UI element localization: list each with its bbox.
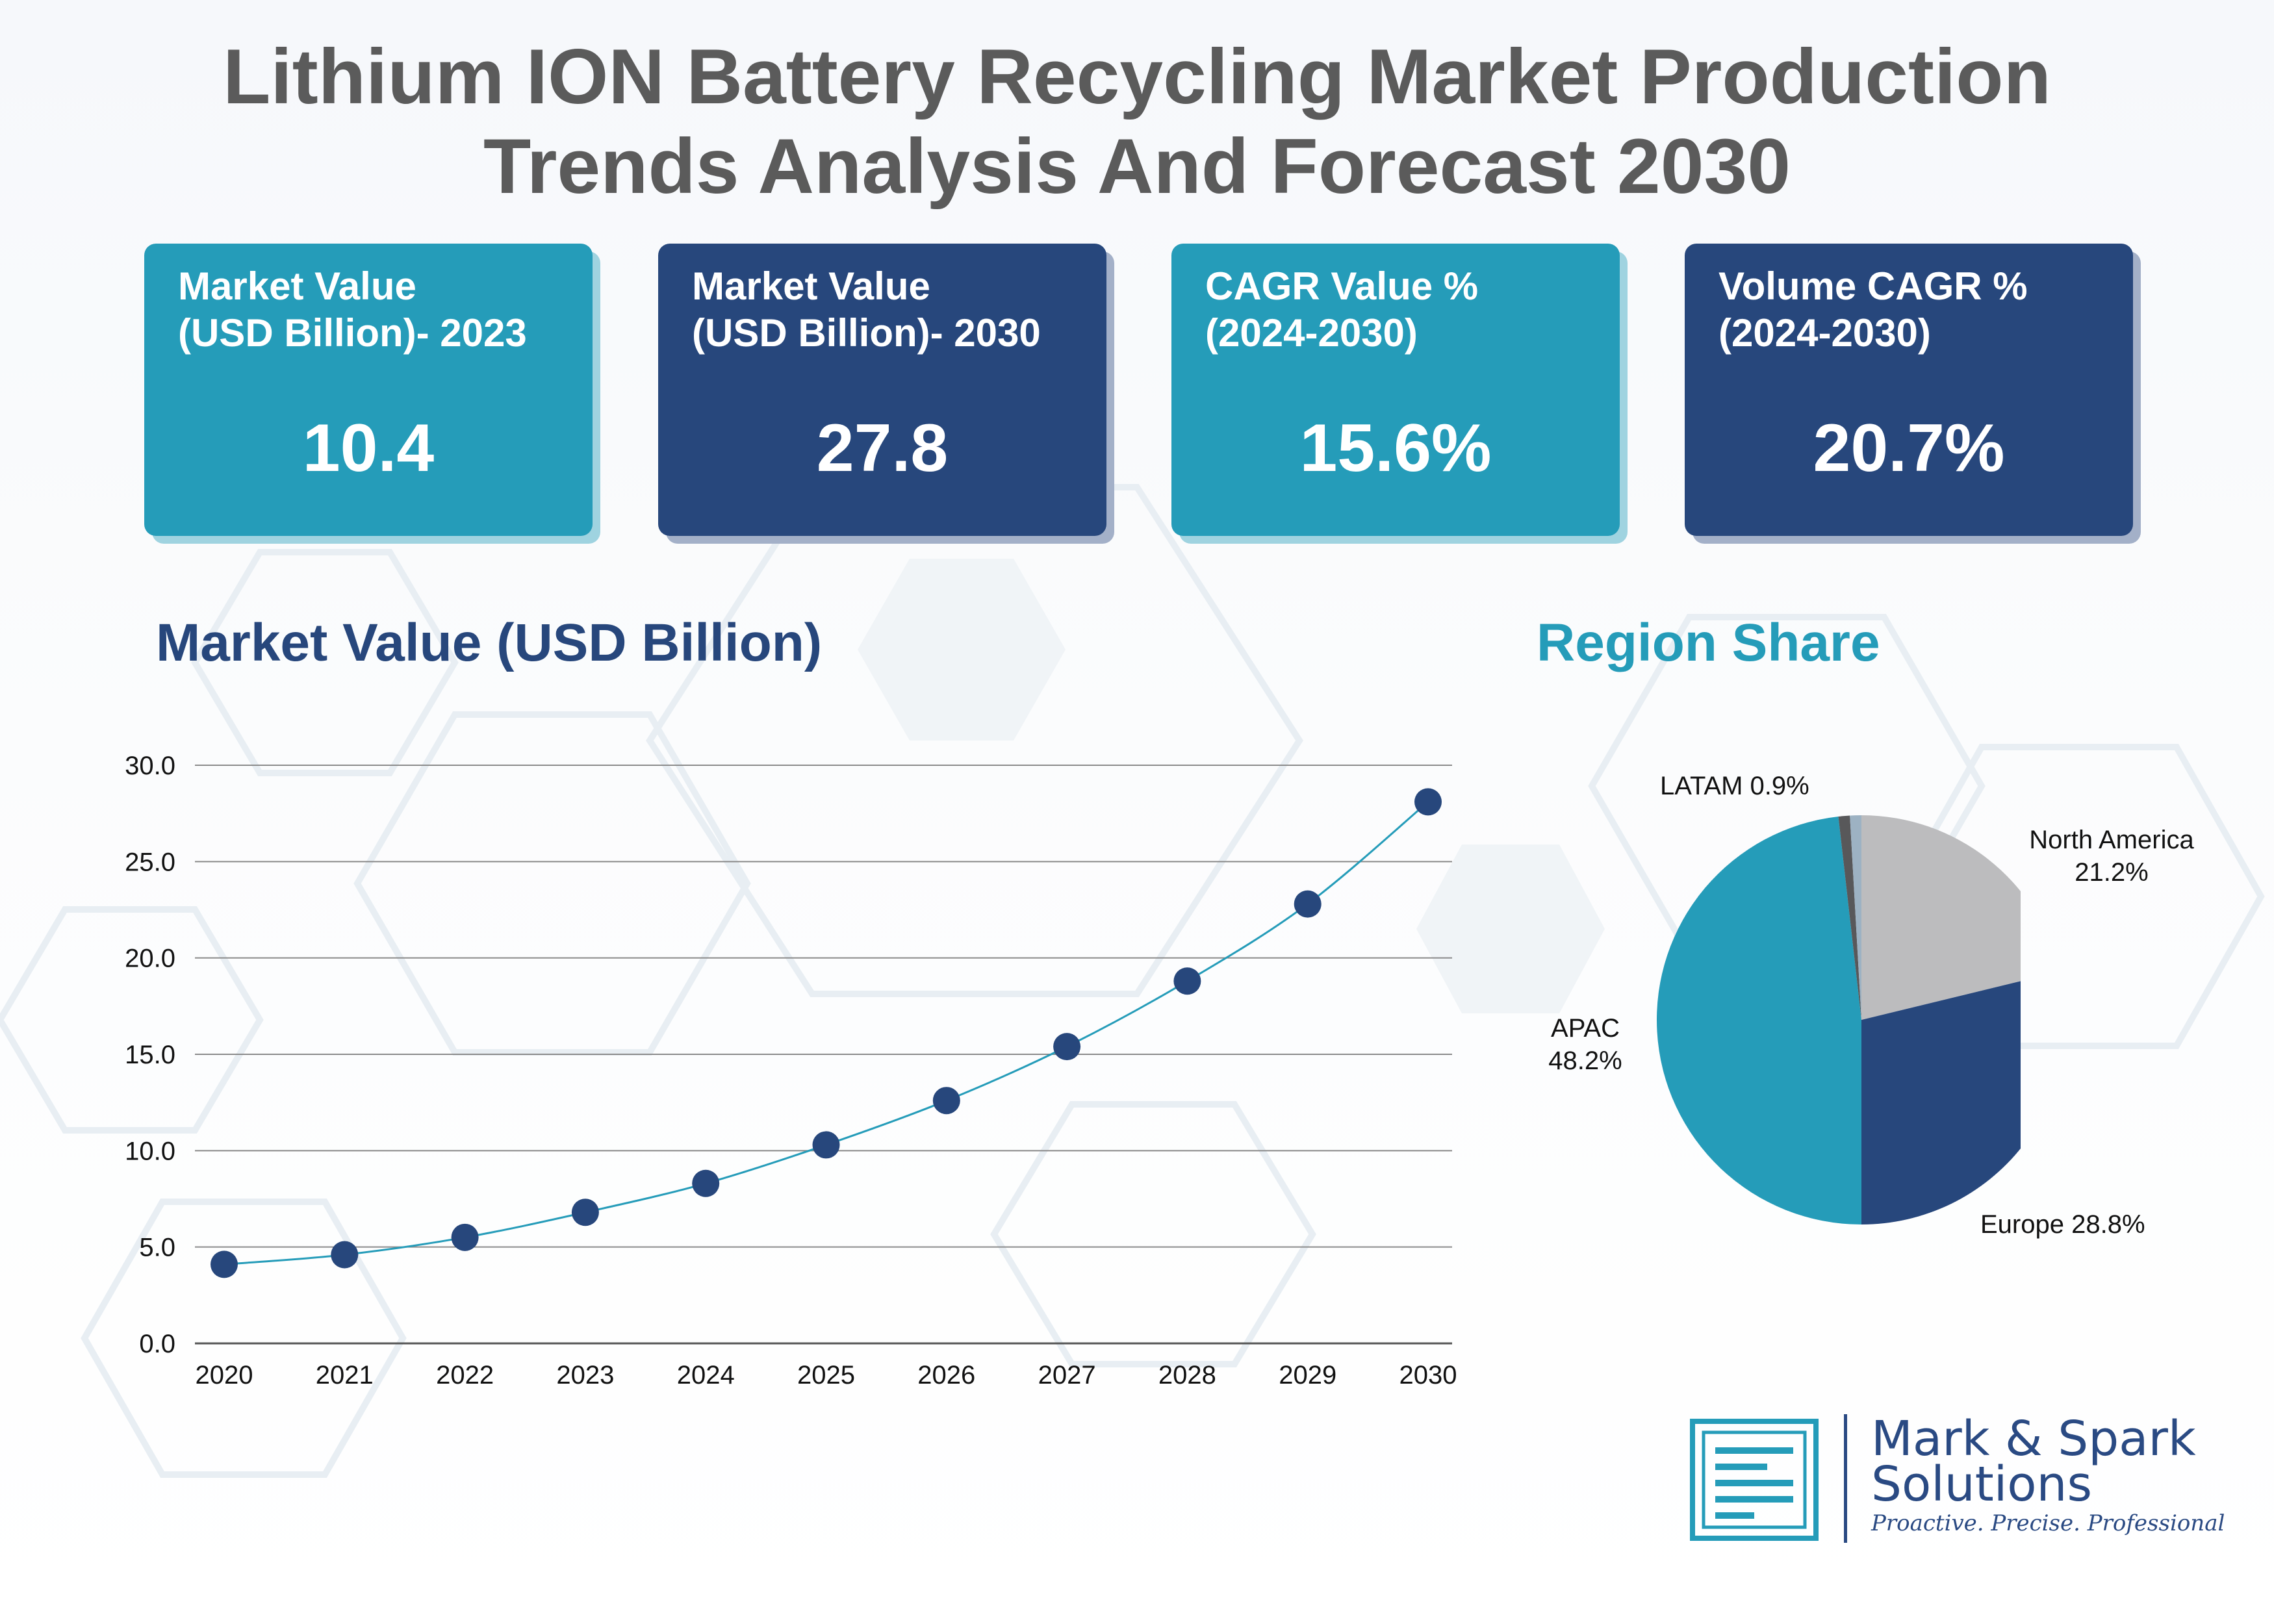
document-lines-icon	[1690, 1419, 1819, 1541]
kpi-card-value: 27.8	[816, 411, 949, 486]
x-tick-label: 2029	[1279, 1361, 1336, 1389]
x-tick-label: 2024	[677, 1361, 735, 1389]
kpi-card-value: 15.6%	[1299, 411, 1492, 486]
y-tick-label: 30.0	[125, 752, 175, 780]
y-tick-label: 5.0	[139, 1234, 175, 1262]
data-point	[1173, 967, 1201, 995]
y-tick-label: 15.0	[125, 1041, 175, 1069]
data-point	[812, 1131, 840, 1159]
data-point	[932, 1087, 960, 1115]
data-point	[692, 1169, 720, 1197]
logo-divider	[1844, 1414, 1847, 1543]
page-title-line2: Trends Analysis And Forecast 2030	[483, 123, 1791, 210]
data-point	[1053, 1033, 1081, 1061]
kpi-card-cagr-value: CAGR Value % (2024-2030) 15.6%	[1171, 244, 1620, 536]
x-tick-label: 2028	[1158, 1361, 1216, 1389]
y-tick-label: 0.0	[139, 1330, 175, 1358]
data-point	[571, 1199, 599, 1226]
x-tick-label: 2025	[797, 1361, 855, 1389]
data-point	[1414, 788, 1442, 816]
y-tick-label: 25.0	[125, 848, 175, 876]
data-point	[1294, 890, 1322, 918]
data-point	[331, 1241, 359, 1269]
pie-label-europe: Europe 28.8%	[1980, 1210, 2145, 1239]
kpi-card-market-value-2023: Market Value (USD Billion)- 2023 10.4	[144, 244, 593, 536]
kpi-card-value: 20.7%	[1813, 411, 2005, 486]
kpi-card-volume-cagr: Volume CAGR % (2024-2030) 20.7%	[1685, 244, 2133, 536]
logo-tagline: Proactive. Precise. Professional	[1871, 1510, 2225, 1536]
pie-label-latam: LATAM 0.9%	[1660, 772, 1809, 800]
market-value-line-chart: 0.0 5.0 10.0 15.0 20.0 25.0 30.0 2020 2021 2022 2…	[125, 752, 1457, 1389]
logo-name-line2: Solutions	[1871, 1456, 2093, 1512]
pie-slice-north-america	[1861, 815, 2021, 1020]
kpi-card-label: Market Value (USD Billion)- 2023	[178, 264, 527, 355]
pie-slice-apac	[1657, 817, 1861, 1224]
y-tick-label: 20.0	[125, 945, 175, 973]
series-line	[224, 801, 1429, 1265]
pie-chart-title: Region Share	[1537, 613, 1880, 672]
kpi-card-market-value-2030: Market Value (USD Billion)- 2030 27.8	[658, 244, 1106, 536]
pie-slice-latam	[1838, 815, 1861, 1020]
x-tick-label: 2023	[556, 1361, 614, 1389]
pie-slice-other	[1850, 815, 1861, 1020]
data-point	[211, 1250, 238, 1278]
pie-label-apac: APAC 48.2%	[1548, 1014, 1622, 1075]
region-share-pie-chart	[1657, 815, 2021, 1224]
x-tick-label: 2027	[1038, 1361, 1096, 1389]
x-tick-label: 2021	[316, 1361, 374, 1389]
kpi-card-label: Volume CAGR % (2024-2030)	[1718, 264, 2028, 355]
y-tick-label: 10.0	[125, 1137, 175, 1165]
kpi-card-label: CAGR Value % (2024-2030)	[1205, 264, 1479, 355]
x-tick-label: 2030	[1399, 1361, 1457, 1389]
pie-slice-europe	[1861, 981, 2021, 1224]
line-chart-title: Market Value (USD Billion)	[156, 613, 823, 672]
company-logo: Mark & Spark Solutions Proactive. Precis…	[1689, 1411, 2225, 1543]
page-title-line1: Lithium ION Battery Recycling Market Pro…	[223, 33, 2051, 120]
logo-name-line1: Mark & Spark	[1871, 1411, 2196, 1467]
x-tick-label: 2022	[436, 1361, 494, 1389]
pie-label-north-america: North America 21.2%	[2029, 826, 2194, 887]
kpi-card-label: Market Value (USD Billion)- 2030	[692, 264, 1041, 355]
x-tick-label: 2026	[917, 1361, 975, 1389]
data-point	[451, 1223, 479, 1251]
kpi-card-value: 10.4	[302, 411, 435, 486]
x-tick-label: 2020	[196, 1361, 253, 1389]
